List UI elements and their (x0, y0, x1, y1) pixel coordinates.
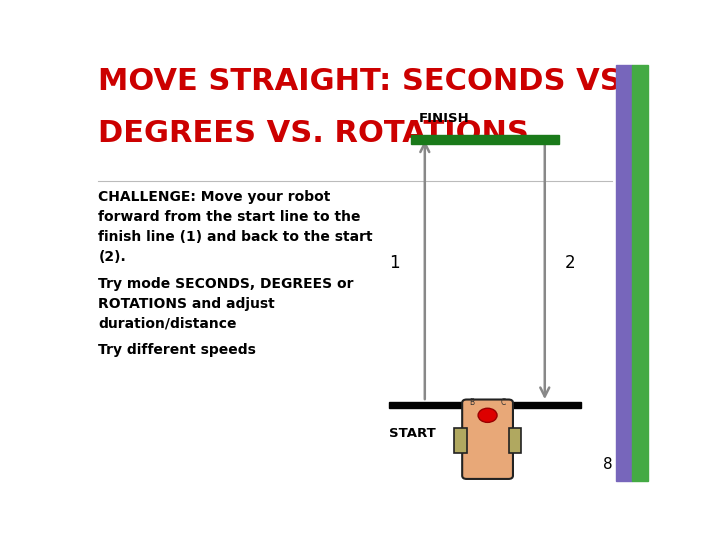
Text: 8: 8 (603, 457, 613, 472)
Text: DEGREES VS. ROTATIONS: DEGREES VS. ROTATIONS (99, 119, 529, 148)
Bar (508, 428, 521, 453)
Text: MOVE STRAIGHT: SECONDS VS.: MOVE STRAIGHT: SECONDS VS. (99, 67, 634, 96)
Text: FINISH: FINISH (419, 112, 470, 125)
Text: B: B (469, 399, 474, 407)
Text: C: C (501, 399, 506, 407)
Text: Try different speeds: Try different speeds (99, 343, 256, 357)
Text: Try mode SECONDS, DEGREES or
ROTATIONS and adjust
duration/distance: Try mode SECONDS, DEGREES or ROTATIONS a… (99, 277, 354, 331)
Text: START: START (389, 427, 436, 440)
Bar (389, 402, 581, 408)
Circle shape (478, 408, 497, 422)
Text: CHALLENGE: Move your robot
forward from the start line to the
finish line (1) an: CHALLENGE: Move your robot forward from … (99, 190, 373, 264)
Bar (411, 134, 559, 144)
FancyBboxPatch shape (462, 400, 513, 479)
Bar (616, 65, 632, 481)
Text: 2: 2 (564, 254, 575, 272)
Bar (632, 65, 648, 481)
Bar (454, 428, 467, 453)
Text: 1: 1 (389, 254, 400, 272)
